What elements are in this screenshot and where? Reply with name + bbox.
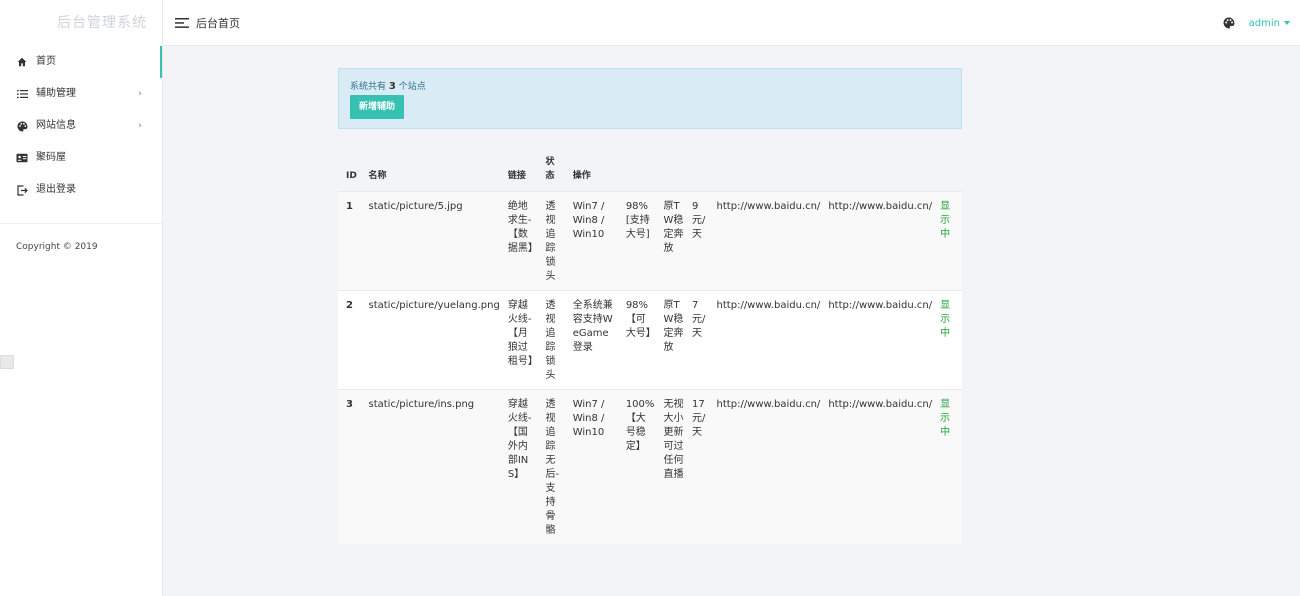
- cell-price: 7元/天: [692, 300, 706, 339]
- sidebar-toggle-handle[interactable]: [0, 355, 14, 369]
- list-icon: [16, 88, 28, 100]
- cell-url[interactable]: http://www.baidu.cn/: [828, 300, 933, 311]
- column-header-empty: [712, 149, 825, 192]
- home-icon: [16, 56, 28, 68]
- cell-price: 17元/天: [692, 399, 706, 438]
- table-row: 2 static/picture/yuelang.png 穿越火线-【月狼过租号…: [338, 290, 962, 390]
- site-count-suffix: 个站点: [398, 82, 426, 92]
- cell-url[interactable]: http://www.baidu.cn/: [716, 201, 821, 212]
- sidebar-item-label: 网站信息: [36, 120, 76, 131]
- sidebar-item-site-info[interactable]: 网站信息 ›: [0, 110, 162, 142]
- sidebar-item-assist-management[interactable]: 辅助管理 ›: [0, 78, 162, 110]
- cell-status: 透视追踪无后-支持骨骼: [545, 399, 560, 536]
- column-header-id: ID: [338, 149, 365, 192]
- cell-display-status: 显示中: [940, 399, 951, 438]
- main-content: 系统共有 3 个站点 新增辅助 ID 名称 链接 状态 操作: [338, 68, 962, 544]
- cell-link: 绝地求生-【数据黑】: [507, 201, 538, 254]
- cell-url[interactable]: http://www.baidu.cn/: [716, 300, 821, 311]
- column-header-empty: [936, 149, 962, 192]
- user-menu[interactable]: admin: [1249, 18, 1290, 29]
- column-header-status: 状态: [541, 149, 569, 192]
- menu-toggle-icon[interactable]: [175, 17, 189, 28]
- logout-icon: [16, 184, 28, 196]
- cell-status: 透视追踪锁头: [545, 300, 556, 381]
- caret-down-icon: [1284, 20, 1290, 25]
- cell-name: static/picture/5.jpg: [368, 201, 463, 212]
- username: admin: [1248, 17, 1280, 29]
- sidebar-item-home[interactable]: 首页: [0, 46, 162, 78]
- sidebar-item-label: 聚码屋: [36, 152, 66, 163]
- table-header-row: ID 名称 链接 状态 操作: [338, 149, 962, 192]
- cell-rate: 100%【大号稳定】: [625, 399, 655, 452]
- sidebar-item-label: 首页: [36, 56, 56, 67]
- top-bar: 后台首页 admin: [163, 0, 1300, 46]
- top-right-tools: admin: [1223, 0, 1290, 46]
- cell-os: 全系统兼容支持WeGame登录: [572, 300, 613, 353]
- breadcrumb: 后台首页: [196, 16, 240, 30]
- column-header-empty: [659, 149, 688, 192]
- cell-rate: 98%[支持大号]: [625, 201, 650, 240]
- site-table: ID 名称 链接 状态 操作 1 static/picture/5.jpg 绝地…: [338, 149, 962, 544]
- cell-id: 3: [346, 399, 353, 410]
- cell-note: 原TW稳定奔放: [663, 300, 684, 353]
- palette-icon: [16, 120, 28, 132]
- cell-rate: 98%【可大号】: [625, 300, 656, 339]
- cell-display-status: 显示中: [940, 300, 951, 339]
- column-header-empty: [824, 149, 937, 192]
- cell-url[interactable]: http://www.baidu.cn/: [828, 399, 933, 410]
- sidebar-nav: 首页 辅助管理 › 网站信息 › 聚码屋 退出登录: [0, 46, 162, 206]
- table-row: 1 static/picture/5.jpg 绝地求生-【数据黑】 透视追踪锁头…: [338, 191, 962, 291]
- cell-id: 1: [346, 201, 353, 212]
- sidebar-divider: [0, 223, 162, 224]
- site-count-number: 3: [388, 81, 396, 92]
- site-count-alert: 系统共有 3 个站点 新增辅助: [338, 68, 962, 129]
- sidebar-item-jumawu[interactable]: 聚码屋: [0, 142, 162, 174]
- cell-os: Win7 / Win8 / Win10: [572, 201, 605, 240]
- column-header-name: 名称: [364, 149, 504, 192]
- cell-name: static/picture/yuelang.png: [368, 300, 500, 311]
- column-header-action: 操作: [568, 149, 622, 192]
- sidebar: 后台管理系统 首页 辅助管理 › 网站信息 › 聚码屋: [0, 0, 163, 596]
- sidebar-item-label: 退出登录: [36, 184, 76, 195]
- cell-name: static/picture/ins.png: [368, 399, 475, 410]
- cell-display-status: 显示中: [940, 201, 951, 240]
- chevron-right-icon: ›: [138, 89, 142, 99]
- column-header-empty: [621, 149, 660, 192]
- cell-note: 无视大小更新可过任何直播: [663, 399, 684, 480]
- cell-id: 2: [346, 300, 353, 311]
- column-header-empty: [688, 149, 713, 192]
- app-title: 后台管理系统: [57, 15, 147, 31]
- id-card-icon: [16, 152, 28, 164]
- cell-link: 穿越火线-【月狼过租号】: [507, 300, 538, 367]
- site-count-text: 系统共有 3 个站点: [350, 79, 950, 92]
- cell-price: 9元/天: [692, 201, 706, 240]
- site-count-prefix: 系统共有: [350, 82, 387, 92]
- add-assist-button[interactable]: 新增辅助: [350, 95, 405, 119]
- sidebar-item-logout[interactable]: 退出登录: [0, 174, 162, 206]
- cell-url[interactable]: http://www.baidu.cn/: [828, 201, 933, 212]
- cell-url[interactable]: http://www.baidu.cn/: [716, 399, 821, 410]
- chevron-right-icon: ›: [138, 121, 142, 131]
- sidebar-item-label: 辅助管理: [36, 88, 76, 99]
- table-row: 3 static/picture/ins.png 穿越火线-【国外内部INS】 …: [338, 389, 962, 544]
- cell-note: 原TW稳定奔放: [663, 201, 684, 254]
- column-header-link: 链接: [503, 149, 542, 192]
- copyright: Copyright © 2019: [16, 242, 98, 252]
- cell-link: 穿越火线-【国外内部INS】: [507, 399, 532, 480]
- cell-status: 透视追踪锁头: [545, 201, 556, 282]
- cell-os: Win7 / Win8 / Win10: [572, 399, 605, 438]
- theme-palette-icon[interactable]: [1223, 17, 1235, 29]
